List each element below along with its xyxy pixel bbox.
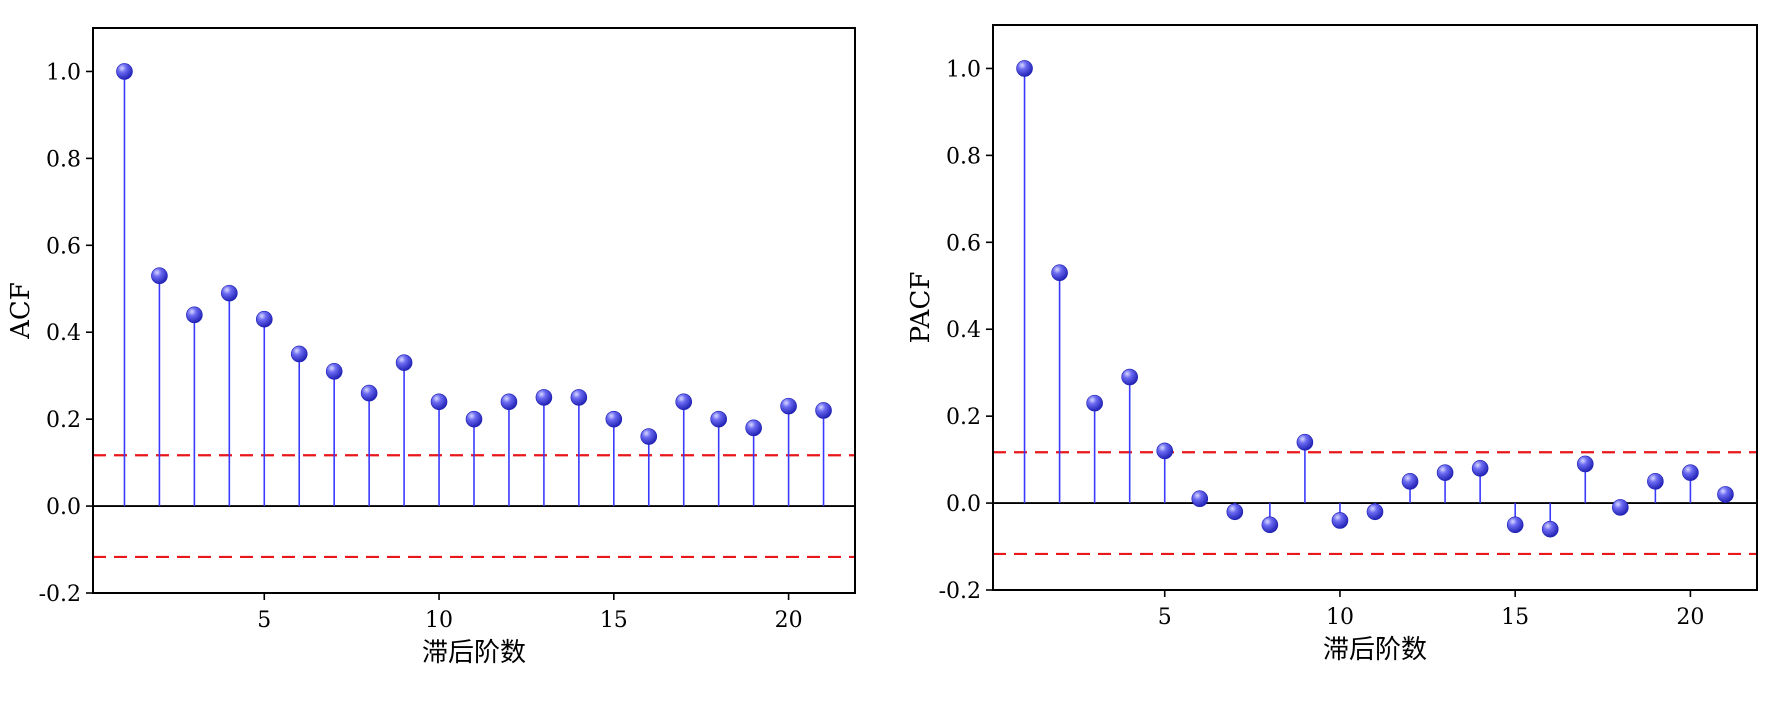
- stem-marker: [221, 284, 238, 302]
- stem-marker: [1191, 490, 1209, 508]
- stem-marker: [1506, 516, 1524, 534]
- stem-marker: [1366, 503, 1384, 521]
- stem-marker: [710, 410, 727, 428]
- y-tick-label: 0.6: [46, 234, 81, 259]
- y-tick-label: 1.0: [946, 57, 981, 82]
- stem-marker: [780, 397, 797, 415]
- y-tick-label: 0.6: [946, 231, 981, 256]
- x-tick-label: 20: [1676, 605, 1704, 630]
- stem-marker: [1156, 442, 1174, 460]
- y-tick-label: 0.4: [946, 318, 981, 343]
- x-tick-label: 5: [1158, 605, 1172, 630]
- stem-marker: [395, 354, 413, 371]
- y-tick-label: 0.2: [946, 405, 981, 430]
- stem-marker: [570, 389, 588, 406]
- y-tick-label: 0.0: [946, 492, 981, 517]
- stem-marker: [500, 393, 518, 411]
- stem-marker: [1647, 473, 1664, 490]
- stem-marker: [1612, 499, 1629, 516]
- x-tick-label: 15: [1501, 605, 1529, 630]
- y-tick-label: 0.2: [46, 408, 81, 433]
- stem-marker: [186, 306, 203, 324]
- stem-marker: [1121, 368, 1138, 386]
- axes-frame: [92, 27, 856, 594]
- stem-marker: [605, 410, 623, 428]
- x-tick-label: 15: [600, 608, 628, 633]
- stem-marker: [325, 363, 343, 380]
- stem-marker: [430, 393, 448, 411]
- stem-marker: [1331, 512, 1349, 529]
- acf-chart: -0.2 0.0 0.2 0.4 0.6 0.8 1.0 5 10 15 20 滞后阶数 ACF: [6, 27, 856, 668]
- stem-marker: [675, 393, 693, 411]
- stem-marker: [1296, 433, 1314, 451]
- stem-marker: [465, 410, 483, 428]
- y-tick-label: -0.2: [39, 582, 81, 607]
- stem-marker: [151, 267, 168, 285]
- stem-marker: [1261, 516, 1279, 534]
- stem-marker: [815, 402, 832, 419]
- y-tick-label: -0.2: [939, 579, 981, 604]
- x-axis-label: 滞后阶数: [1323, 635, 1427, 665]
- stem-marker: [255, 310, 273, 328]
- stem-marker: [640, 428, 658, 445]
- y-tick-label: 0.0: [46, 495, 81, 520]
- y-tick-label: 1.0: [46, 60, 81, 85]
- axes-frame: [992, 24, 1758, 591]
- x-tick-label: 10: [1326, 605, 1354, 630]
- stem-marker: [1682, 464, 1699, 481]
- stem-marker: [360, 384, 378, 402]
- stem-marker: [745, 419, 762, 437]
- stem-marker: [1576, 455, 1594, 473]
- stem-marker: [1717, 486, 1734, 503]
- stem-marker: [1051, 264, 1068, 282]
- x-tick-label: 10: [425, 608, 453, 633]
- y-axis-label: PACF: [906, 272, 936, 344]
- x-axis-label: 滞后阶数: [422, 638, 526, 668]
- y-tick-label: 0.8: [46, 147, 81, 172]
- stem-marker: [1401, 473, 1419, 490]
- stem-marker: [116, 63, 133, 80]
- stem-marker: [1471, 460, 1489, 477]
- stem-marker: [1016, 60, 1033, 77]
- stem-marker: [290, 345, 308, 363]
- stem-marker: [1086, 394, 1103, 412]
- y-tick-label: 0.8: [946, 144, 981, 169]
- stem-marker: [1436, 464, 1454, 481]
- y-tick-label: 0.4: [46, 321, 81, 346]
- y-axis-label: ACF: [6, 282, 36, 340]
- stem-marker: [1226, 503, 1244, 521]
- pacf-chart: -0.2 0.0 0.2 0.4 0.6 0.8 1.0 5 10 15 20 滞后阶数 PACF: [906, 24, 1758, 665]
- x-tick-label: 5: [257, 608, 271, 633]
- stem-marker: [535, 389, 553, 406]
- x-tick-label: 20: [775, 608, 803, 633]
- stem-marker: [1541, 520, 1559, 538]
